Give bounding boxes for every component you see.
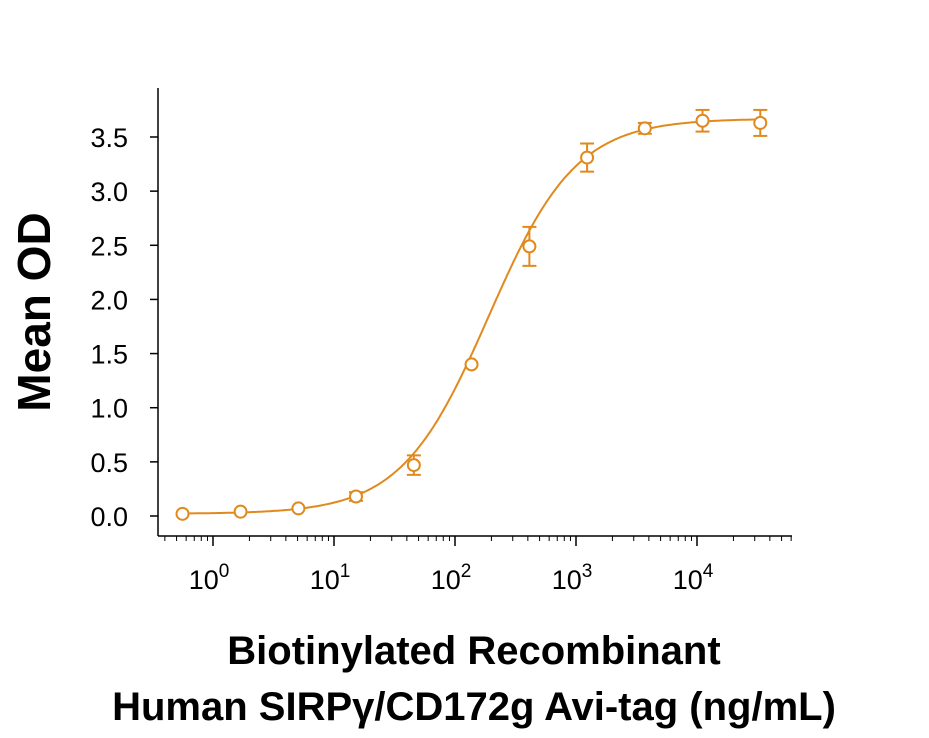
fit-curve <box>182 118 767 515</box>
data-point <box>580 150 595 165</box>
y-tick-label: 3.5 <box>90 123 128 153</box>
x-tick-base: 10 <box>431 565 461 595</box>
x-tick-base: 10 <box>189 565 219 595</box>
data-point <box>291 501 306 516</box>
y-tick-label: 0.0 <box>90 502 128 532</box>
x-tick-exponent: 0 <box>219 561 230 582</box>
y-tick-label: 1.0 <box>90 394 128 424</box>
x-tick-base: 10 <box>552 565 582 595</box>
data-point <box>349 489 364 504</box>
x-tick-exponent: 4 <box>703 561 714 582</box>
y-tick-label: 1.5 <box>90 340 128 370</box>
x-tick-base: 10 <box>310 565 340 595</box>
data-point <box>406 458 421 473</box>
data-point <box>753 115 768 130</box>
x-tick-exponent: 2 <box>461 561 472 582</box>
y-tick-label: 3.0 <box>90 177 128 207</box>
x-tick-exponent: 3 <box>582 561 593 582</box>
x-tick-label: 102 <box>431 561 472 595</box>
data-point <box>695 113 710 128</box>
x-tick-base: 10 <box>673 565 703 595</box>
y-tick-label: 2.0 <box>90 285 128 315</box>
x-axis-title-line-1: Biotinylated Recombinant <box>227 629 720 673</box>
y-axis-title: Mean OD <box>8 212 60 411</box>
x-tick-label: 100 <box>189 561 230 595</box>
data-point <box>175 506 190 521</box>
y-tick-group: 0.0 0.5 1.0 1.5 2.0 2.5 3.0 3.5 <box>90 123 158 532</box>
x-tick-label: 103 <box>552 561 593 595</box>
y-axis: 0.0 0.5 1.0 1.5 2.0 2.5 3.0 3.5 <box>90 88 159 536</box>
x-axis: 100 101 102 103 104 <box>158 535 792 595</box>
x-axis-title-line-2: Human SIRPγ/CD172g Avi-tag (ng/mL) <box>112 685 836 729</box>
x-tick-exponent: 1 <box>340 561 351 582</box>
data-point <box>464 357 479 372</box>
x-tick-group: 100 101 102 103 104 <box>164 536 792 595</box>
y-tick-label: 0.5 <box>90 448 128 478</box>
x-tick-label: 104 <box>673 561 714 595</box>
data-point <box>522 239 537 254</box>
plot-area <box>175 108 768 521</box>
data-point <box>233 504 248 519</box>
x-tick-label: 101 <box>310 561 351 595</box>
data-point <box>637 121 652 136</box>
y-tick-label: 2.5 <box>90 231 128 261</box>
